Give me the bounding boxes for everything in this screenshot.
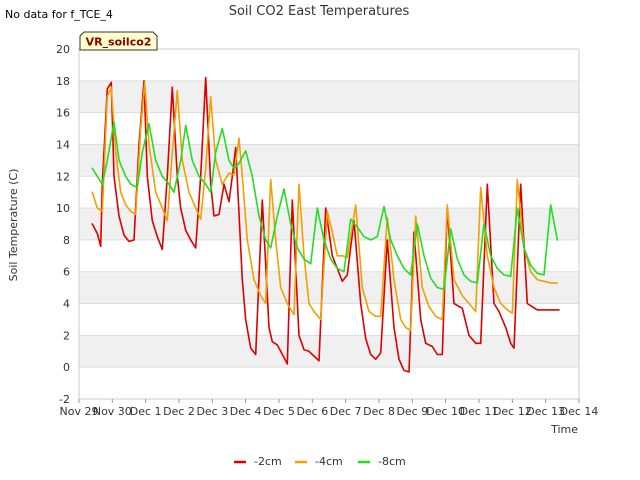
- y-tick-label: 2: [63, 329, 70, 342]
- y-tick-label: 0: [63, 361, 70, 374]
- y-axis-label: Soil Temperature (C): [7, 169, 20, 282]
- x-tick-label: Dec 8: [363, 405, 395, 418]
- x-tick-label: Dec 12: [493, 405, 532, 418]
- x-tick-label: Dec 7: [330, 405, 362, 418]
- y-tick-labels: -2 0 2 4 6 8 10 12 14 16 18 20: [56, 43, 70, 406]
- chart-title: Soil CO2 East Temperatures: [229, 4, 410, 19]
- x-tick-label: Dec 4: [230, 405, 262, 418]
- x-tick-label: Dec 11: [460, 405, 499, 418]
- site-badge-label: VR_soilco2: [86, 36, 152, 49]
- x-axis-label: Time: [550, 423, 578, 436]
- background-band: [79, 80, 579, 113]
- legend: -2cm -4cm -8cm: [234, 455, 406, 468]
- x-tick-label: Dec 13: [526, 405, 565, 418]
- y-tick-label: 6: [63, 266, 70, 279]
- background-band: [79, 271, 579, 304]
- x-tick-label: Dec 14: [560, 405, 599, 418]
- y-tick-label: 16: [56, 107, 70, 120]
- background-band: [79, 335, 579, 368]
- site-badge-shape: [79, 31, 158, 51]
- legend-label: -2cm: [254, 455, 282, 468]
- y-tick-label: 10: [56, 202, 70, 215]
- site-badge: VR_soilco2: [79, 31, 158, 51]
- legend-label: -8cm: [378, 455, 406, 468]
- series-line: [91, 121, 559, 291]
- background-bands: [79, 80, 579, 368]
- series-line: [91, 81, 559, 332]
- x-tick-label: Dec 5: [263, 405, 295, 418]
- y-tick-label: 12: [56, 170, 70, 183]
- legend-label: -4cm: [315, 455, 343, 468]
- plot-frame: [78, 48, 580, 400]
- x-tick-label: Dec 10: [426, 405, 465, 418]
- y-tick-label: 8: [63, 234, 70, 247]
- x-tick-label: Dec 6: [296, 405, 328, 418]
- y-tick-label: 14: [56, 138, 70, 151]
- x-tick-label: Dec 3: [196, 405, 228, 418]
- y-tick-label: 18: [56, 75, 70, 88]
- series-lines: [91, 76, 560, 373]
- y-tick-label: 4: [63, 298, 70, 311]
- x-tick-label: Nov 30: [93, 405, 132, 418]
- x-tick-label: Dec 2: [163, 405, 195, 418]
- x-tick-label: Nov 29: [60, 405, 99, 418]
- x-tick-label: Dec 9: [396, 405, 428, 418]
- background-band: [79, 144, 579, 177]
- y-tick-label: -2: [59, 393, 70, 406]
- x-tick-label: Dec 1: [130, 405, 162, 418]
- series-line: [91, 76, 560, 373]
- y-tick-label: 20: [56, 43, 70, 56]
- no-data-note: No data for f_TCE_4: [5, 8, 113, 21]
